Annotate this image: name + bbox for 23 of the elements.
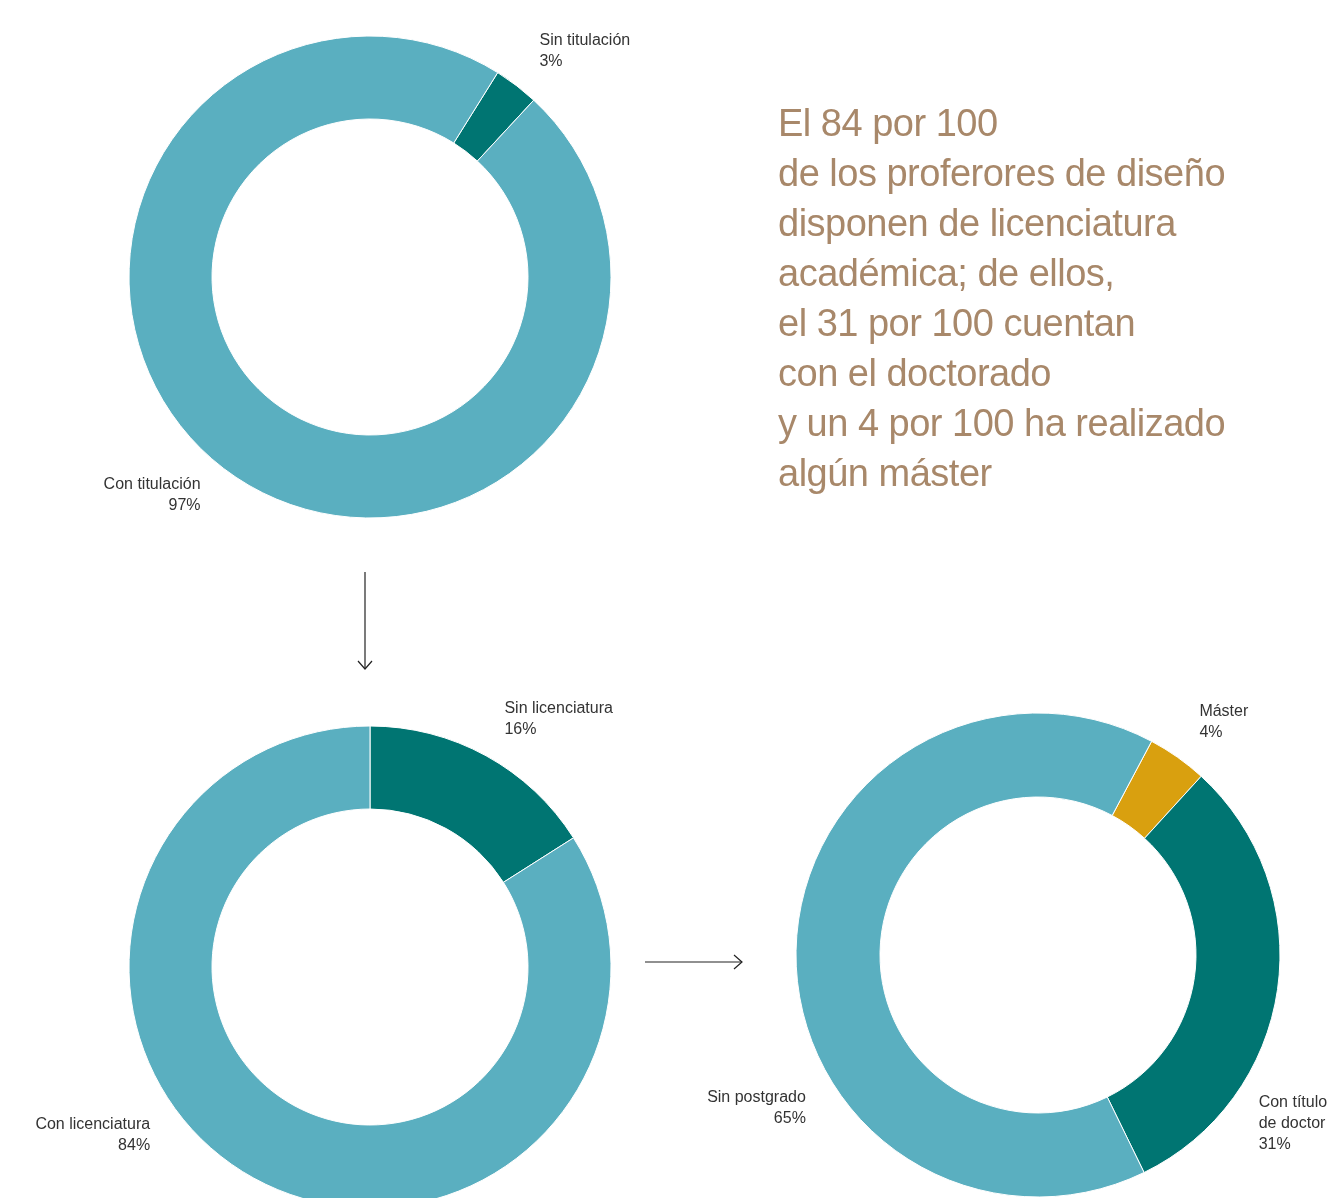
text: con el doctorado xyxy=(778,351,1052,396)
data-label: 31% xyxy=(1258,1135,1291,1153)
slice-label: Con título de doctor xyxy=(1258,1093,1328,1132)
text: académica; de ellos, xyxy=(778,251,1116,296)
data-label: 16% xyxy=(504,719,537,737)
slice-label: Con titulación xyxy=(103,474,201,492)
data-label: 97% xyxy=(168,495,201,513)
text: el 31 por 100 cuentan xyxy=(778,301,1137,346)
slice-label: Con licenciatura xyxy=(35,1114,151,1132)
data-label: 65% xyxy=(773,1108,806,1126)
text: de los proferores de diseño xyxy=(778,151,1226,196)
slice-label: Máster xyxy=(1199,702,1249,720)
text: disponen de licenciatura xyxy=(778,201,1178,246)
slice-label: Sin titulación xyxy=(539,31,631,49)
text: y un 4 por 100 ha realizado xyxy=(778,401,1227,446)
donut-slice xyxy=(453,72,535,162)
data-label: 3% xyxy=(539,52,563,70)
data-label: 84% xyxy=(118,1135,151,1153)
slice-label: Sin postgrado xyxy=(707,1087,806,1105)
slice-label: Sin licenciatura xyxy=(504,698,614,716)
text: algún máster xyxy=(778,451,993,496)
text: El 84 por 100 xyxy=(778,101,999,146)
data-label: 4% xyxy=(1199,723,1223,741)
